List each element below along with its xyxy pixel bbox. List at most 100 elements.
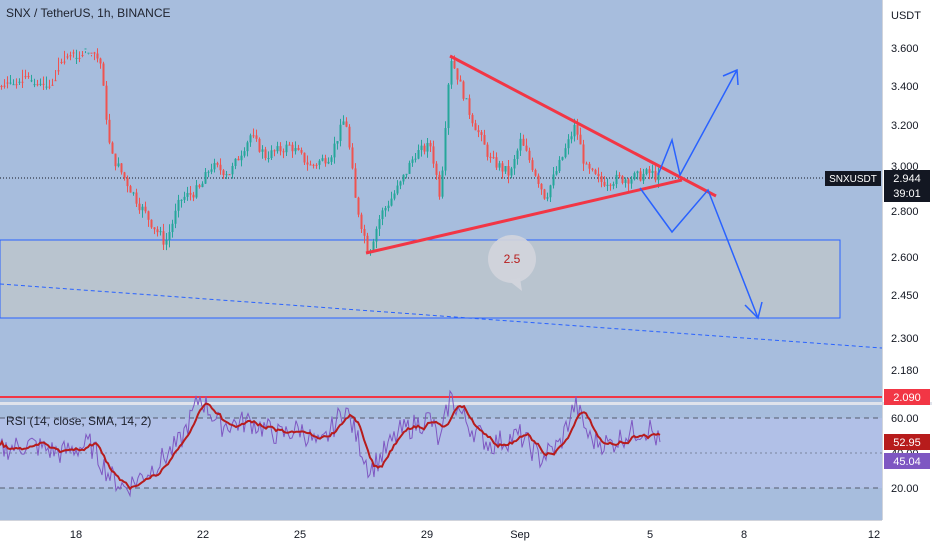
candle <box>366 232 369 254</box>
candle-body <box>78 57 81 59</box>
candle-body <box>99 58 102 64</box>
chart-legend-title[interactable]: SNX / TetherUS, 1h, BINANCE <box>6 6 171 20</box>
price-tick-label: 3.400 <box>891 81 919 93</box>
candle <box>624 177 627 188</box>
candle <box>48 79 51 90</box>
candle <box>504 165 507 175</box>
candle-body <box>429 142 432 147</box>
rsi-tick-label: 20.00 <box>891 483 919 495</box>
candle <box>456 68 459 85</box>
candle-body <box>258 138 261 152</box>
candle <box>372 238 375 252</box>
candle-body <box>207 171 210 173</box>
rsi-legend-title[interactable]: RSI (14, close, SMA, 14, 2) <box>6 414 152 428</box>
candle-body <box>114 153 117 167</box>
candle <box>318 159 321 170</box>
candle-body <box>54 80 57 82</box>
candle <box>630 176 633 189</box>
support-price-tag: 2.090 <box>884 389 930 405</box>
candle-body <box>81 55 84 57</box>
candle <box>183 191 186 203</box>
candle-body <box>39 83 42 85</box>
price-axis-ticks[interactable]: 3.6003.4003.2003.0002.8002.6002.4502.300… <box>891 43 919 377</box>
candle <box>492 150 495 159</box>
candle <box>546 192 549 202</box>
candle-body <box>231 165 234 175</box>
candle-body <box>48 86 51 88</box>
candle-body <box>495 157 498 168</box>
candle-body <box>450 61 453 85</box>
candle-body <box>195 185 198 198</box>
candle-body <box>621 176 624 183</box>
candle <box>30 74 33 83</box>
candle <box>654 165 657 183</box>
candle-body <box>180 199 183 201</box>
candle-body <box>474 123 477 131</box>
candle-body <box>387 205 390 209</box>
candle <box>213 158 216 173</box>
candle-body <box>639 171 642 181</box>
candle <box>195 180 198 199</box>
candle <box>219 158 222 175</box>
candle-body <box>93 52 96 54</box>
candle <box>543 188 546 200</box>
candle-body <box>561 157 564 160</box>
time-axis-ticks[interactable]: 18 22 25 29 Sep 5 8 12 <box>70 529 880 541</box>
candle-body <box>9 82 12 84</box>
candle-body <box>243 151 246 156</box>
candle-body <box>165 240 168 245</box>
candle-body <box>441 170 444 197</box>
candle <box>411 156 414 167</box>
candle <box>615 170 618 189</box>
candle <box>420 139 423 157</box>
candle-body <box>222 170 225 176</box>
candle-body <box>12 84 15 86</box>
candle-body <box>198 185 201 188</box>
candle <box>606 178 609 191</box>
candle <box>561 156 564 161</box>
price-tick-label: 3.600 <box>891 43 919 55</box>
price-tick-label: 2.300 <box>891 333 919 345</box>
candle <box>582 139 585 172</box>
candle <box>384 206 387 217</box>
candle-body <box>192 194 195 198</box>
candle <box>138 197 141 214</box>
candle-body <box>204 172 207 184</box>
candle <box>516 148 519 165</box>
candle-body <box>129 186 132 193</box>
candle <box>555 166 558 176</box>
candle <box>204 168 207 184</box>
candle-body <box>348 126 351 148</box>
candle <box>540 183 543 195</box>
candle-body <box>549 185 552 198</box>
rsi-value-tag: 45.04 <box>884 453 930 469</box>
candle-body <box>240 155 243 161</box>
candle-body <box>267 158 270 160</box>
candle <box>168 224 171 248</box>
candle <box>132 191 135 196</box>
candle <box>513 154 516 175</box>
price-tick-label: 3.200 <box>891 120 919 132</box>
candle-body <box>102 63 105 86</box>
candle <box>426 138 429 158</box>
candle-body <box>351 147 354 169</box>
candle-body <box>585 163 588 165</box>
candle <box>150 219 153 229</box>
candle <box>549 184 552 203</box>
price-pane-background <box>0 0 882 402</box>
candle-body <box>300 149 303 153</box>
price-bubble[interactable]: 2.5 <box>488 235 536 291</box>
rsi-line <box>0 389 661 498</box>
price-tick-label: 2.600 <box>891 252 919 264</box>
candle <box>552 166 555 189</box>
candle-body <box>183 196 186 200</box>
candle-body <box>24 76 27 78</box>
candle-body <box>60 61 63 63</box>
candle <box>111 141 114 154</box>
candle <box>306 155 309 171</box>
candle-body <box>396 185 399 194</box>
last-price-tag-bg <box>884 170 930 202</box>
candle <box>114 153 117 171</box>
candle-body <box>246 142 249 152</box>
